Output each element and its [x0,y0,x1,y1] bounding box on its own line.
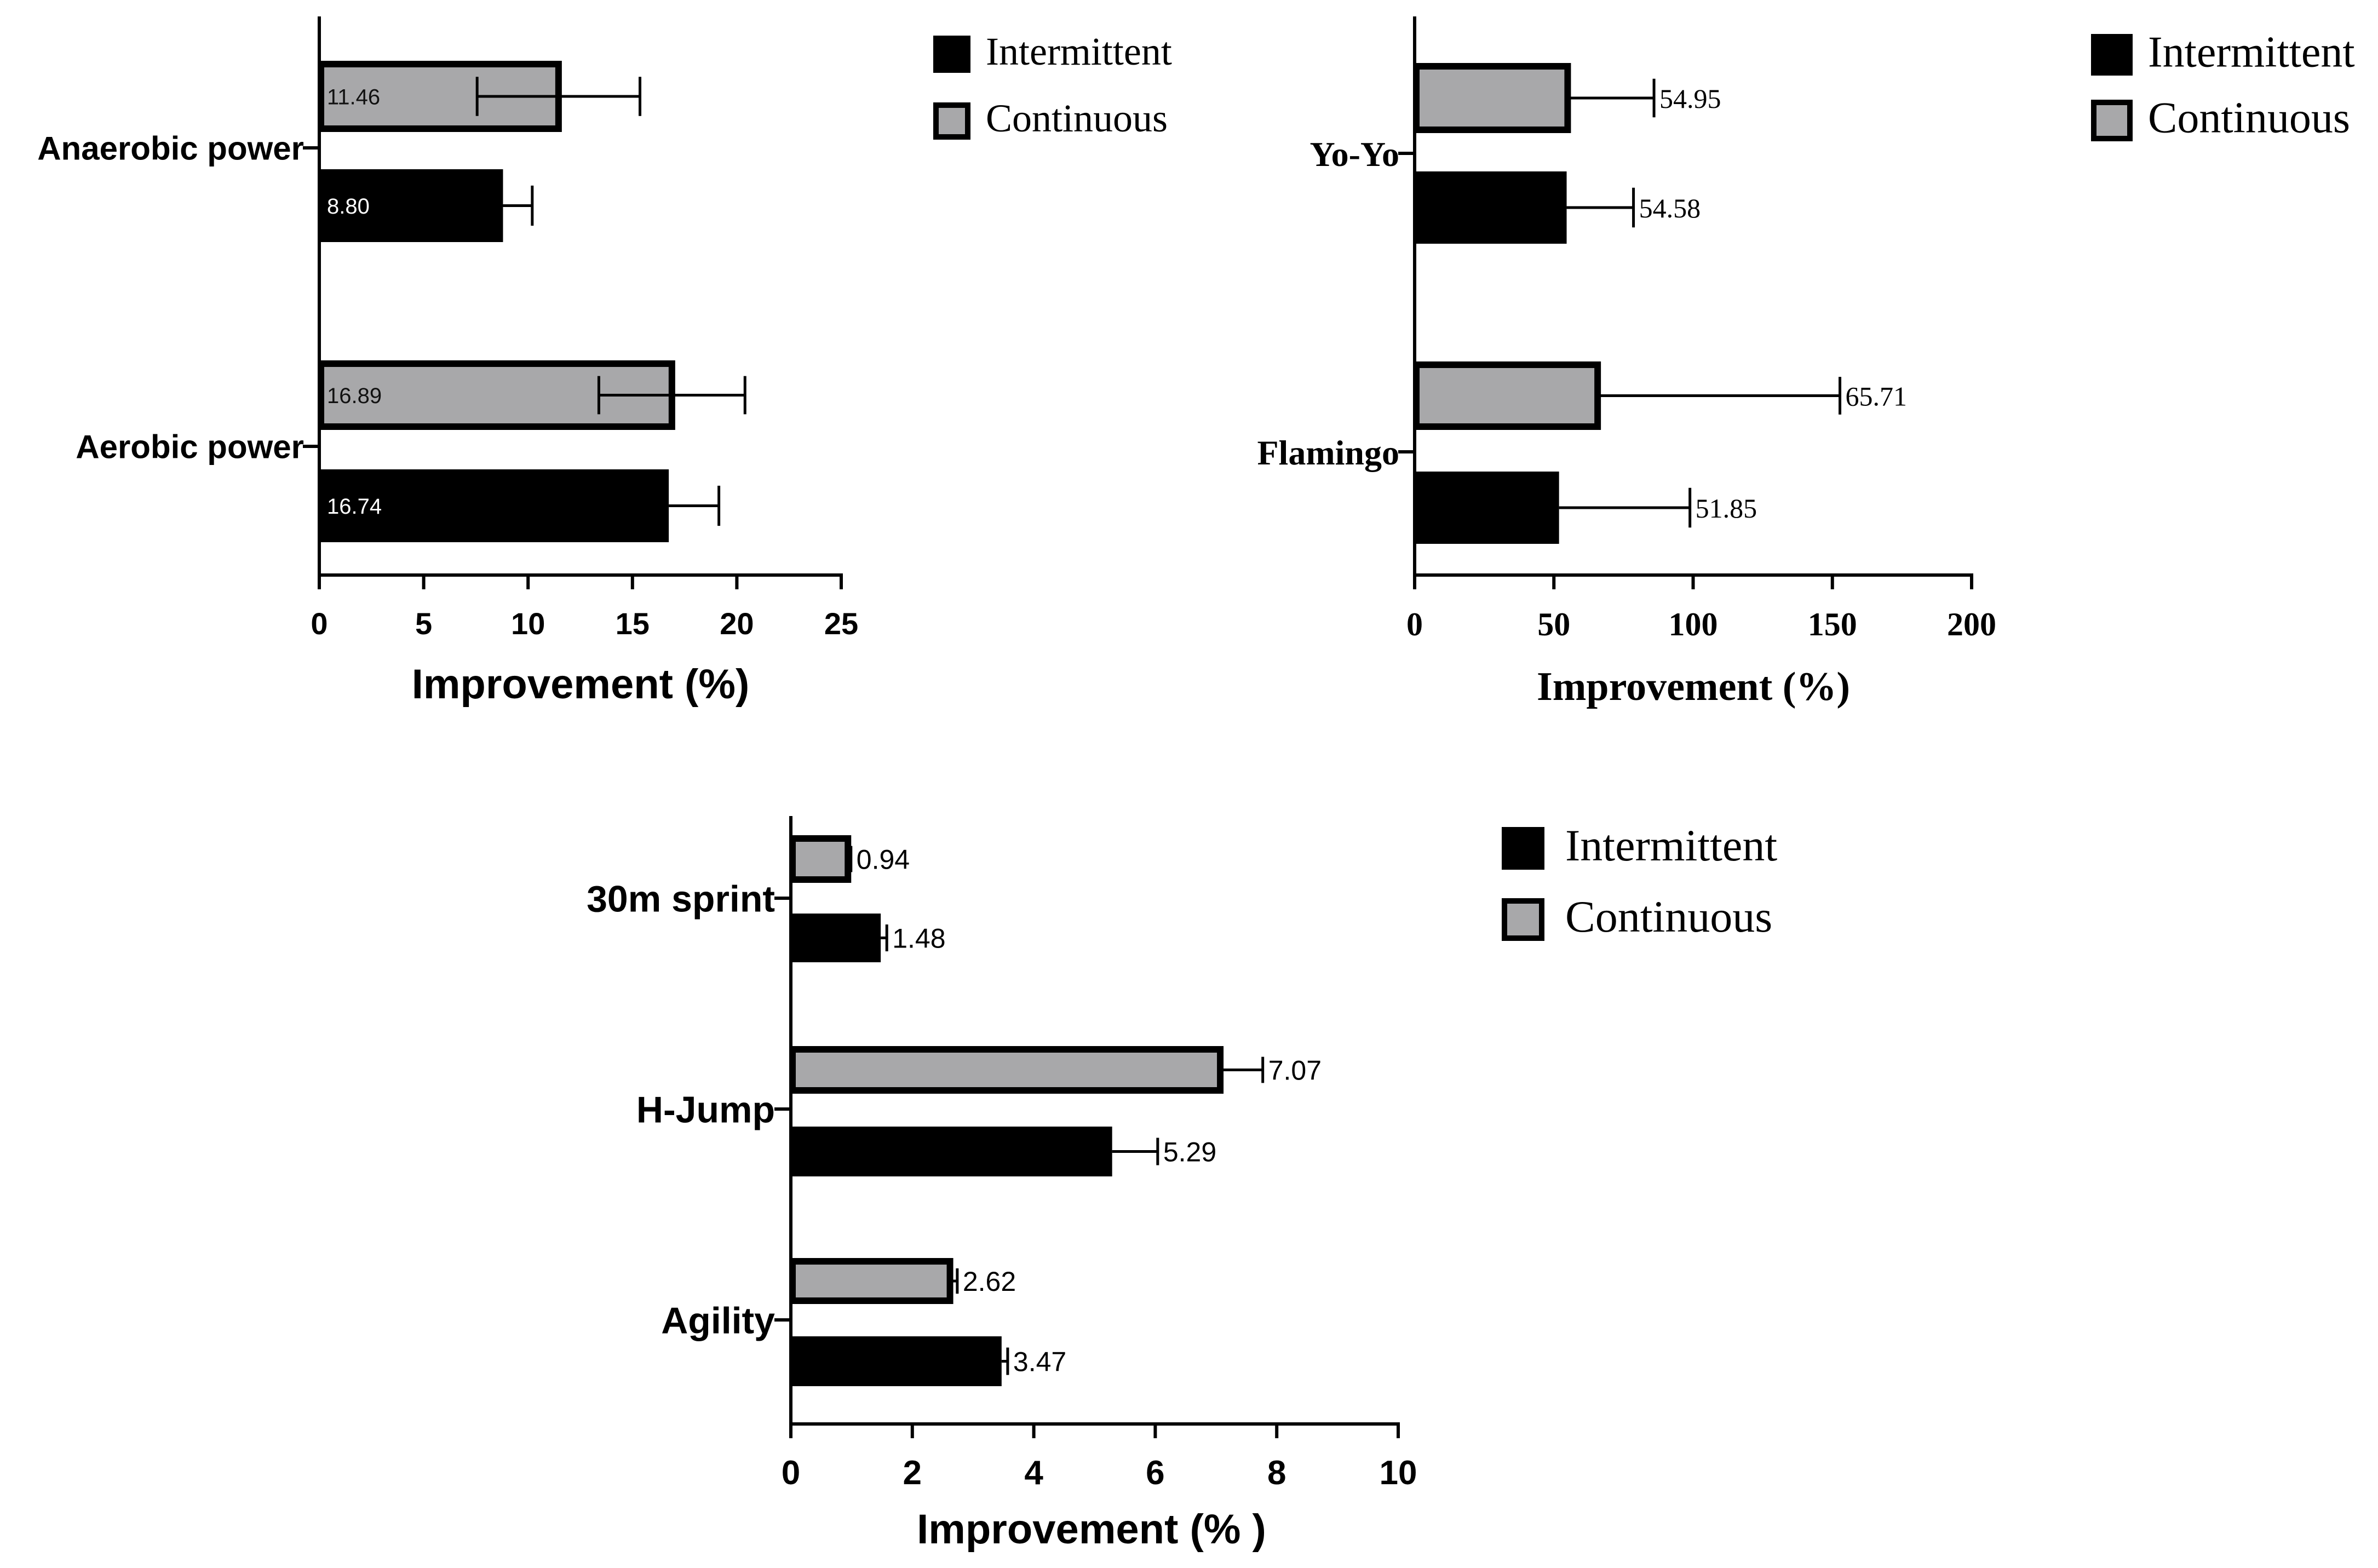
value-label: 54.95 [1659,83,1721,114]
bar-intermittent [791,914,881,962]
value-label: 7.07 [1268,1055,1322,1086]
x-tick-label: 8 [1267,1454,1286,1492]
legend: Intermittent Continuous [1502,820,1777,941]
bar-intermittent [1415,171,1567,244]
legend-label-intermittent: Intermittent [986,30,1172,73]
chart-field: 0 50 100 150 200 Improvement (%) Yo-Yo Flamingo… [1257,16,2355,709]
chart-speed: 0 2 4 6 8 10 Improvement (% ) 30m sprint H-Jump A… [587,816,1777,1553]
legend-swatch-continuous [2091,100,2133,141]
value-label: 1.48 [892,923,945,954]
legend-label-intermittent: Intermittent [2148,28,2355,76]
x-axis-label: Improvement (%) [412,661,750,708]
bar-intermittent [791,1127,1112,1176]
value-label: 2.62 [963,1266,1016,1297]
bar-intermittent [319,169,503,242]
value-label: 11.46 [327,85,380,109]
legend-swatch-intermittent [2091,34,2133,76]
category-label: Agility [661,1300,775,1341]
legend-swatch-continuous [933,102,970,140]
x-tick-label: 4 [1024,1454,1043,1492]
x-tick-label: 100 [1669,606,1718,642]
legend-label-intermittent: Intermittent [1565,820,1777,870]
value-label: 5.29 [1163,1137,1216,1168]
x-tick-label: 0 [311,606,328,641]
x-tick-label: 10 [1380,1454,1417,1492]
x-tick-label: 150 [1808,606,1857,642]
bar-intermittent [1415,472,1559,544]
legend-label-continuous: Continuous [1565,892,1772,941]
x-tick-label: 2 [903,1454,922,1492]
bar-continuous [1413,63,1571,133]
value-label: 8.80 [327,194,370,219]
x-tick-label: 25 [824,606,858,641]
legend-swatch-continuous [1502,898,1544,941]
x-axis-label: Improvement (%) [1537,664,1850,709]
chart-power: 0 5 10 15 20 25 Improvement (%) Anaerobic power… [37,16,1172,708]
x-tick-label: 6 [1146,1454,1164,1492]
category-label: Flamingo [1257,433,1399,472]
value-label: 16.89 [327,384,382,408]
value-label: 16.74 [327,495,382,519]
legend: Intermittent Continuous [2091,28,2355,142]
x-axis-label: Improvement (% ) [917,1506,1266,1553]
bar-intermittent [791,1336,1002,1386]
x-tick-label: 10 [511,606,545,641]
x-tick-label: 0 [1406,606,1423,642]
category-label: 30m sprint [587,878,775,920]
legend-label-continuous: Continuous [2148,94,2350,142]
value-label: 0.94 [857,845,910,875]
value-label: 65.71 [1846,381,1908,412]
bar-continuous [1413,361,1601,430]
bar-continuous [789,1258,954,1304]
value-label: 51.85 [1696,493,1757,524]
bar-intermittent [319,469,669,542]
legend-label-continuous: Continuous [986,96,1168,140]
legend-swatch-intermittent [1502,827,1544,870]
legend: Intermittent Continuous [933,30,1172,140]
bar-continuous [789,1046,1224,1094]
category-label: Anaerobic power [37,130,304,167]
category-label: Yo-Yo [1309,135,1399,174]
x-tick-label: 15 [616,606,650,641]
value-label: 54.58 [1639,193,1701,223]
category-label: Aerobic power [76,429,304,466]
x-tick-label: 20 [720,606,754,641]
x-tick-label: 5 [415,606,432,641]
bar-continuous [789,835,852,883]
x-tick-label: 50 [1537,606,1570,642]
x-tick-label: 200 [1947,606,1996,642]
legend-swatch-intermittent [933,36,970,73]
category-label: H-Jump [636,1089,775,1130]
x-tick-label: 0 [782,1454,800,1492]
value-label: 3.47 [1013,1347,1066,1377]
